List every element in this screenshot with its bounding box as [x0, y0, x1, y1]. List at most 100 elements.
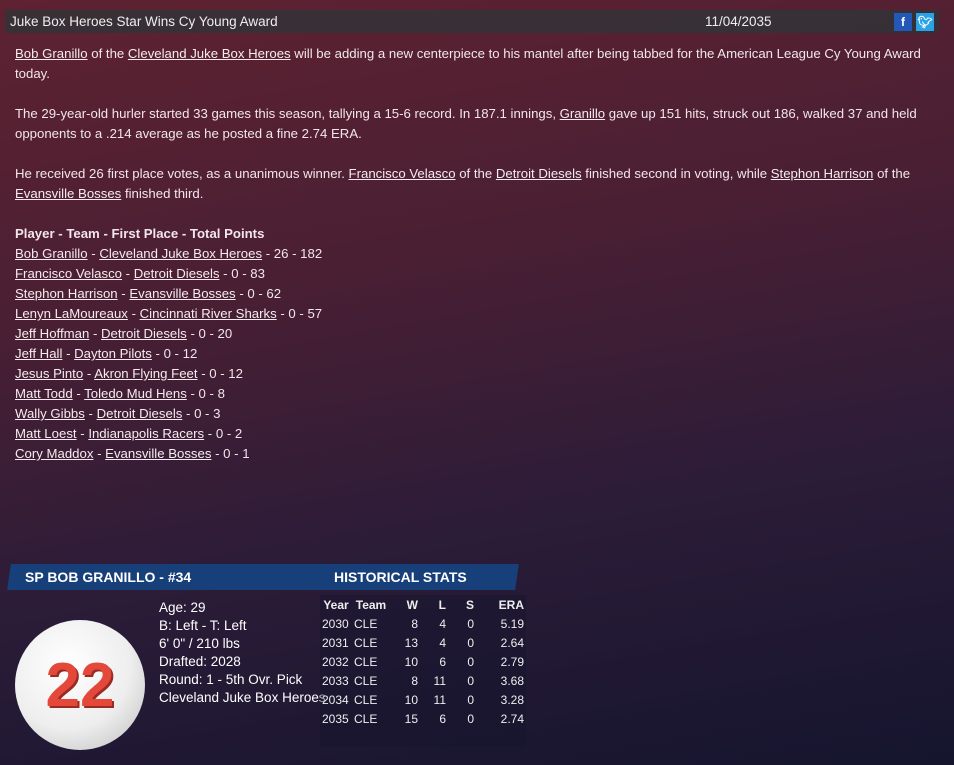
stat-cell: 0 — [467, 711, 474, 726]
player-link[interactable]: Cory Maddox — [15, 446, 94, 461]
stat-cell: 10 — [404, 692, 418, 707]
link[interactable]: Granillo — [559, 106, 606, 121]
result-row: Francisco Velasco - Detroit Diesels - 0 … — [15, 264, 935, 284]
article-date: 11/04/2035 — [705, 14, 772, 29]
stat-cell: 0 — [467, 654, 474, 669]
player-link[interactable]: Matt Todd — [15, 386, 73, 401]
facebook-icon[interactable]: f — [894, 12, 912, 31]
stat-cell: CLE — [354, 692, 378, 707]
stat-cell: 8 — [411, 673, 418, 688]
player-link[interactable]: Francisco Velasco — [15, 266, 123, 281]
stats-row: 2032 CLE 10 6 0 2.79 — [320, 652, 526, 671]
result-row: Cory Maddox - Evansville Bosses - 0 - 1 — [15, 444, 935, 464]
link[interactable]: Francisco Velasco — [348, 166, 456, 181]
article-title: Juke Box Heroes Star Wins Cy Young Award — [10, 14, 278, 29]
stat-cell: 0 — [467, 616, 474, 631]
player-link[interactable]: Jeff Hall — [15, 346, 63, 361]
player-link[interactable]: Jesus Pinto — [15, 366, 84, 381]
player-link[interactable]: Lenyn LaMoureaux — [15, 306, 128, 321]
stat-cell: 2033 — [322, 673, 349, 688]
result-row: Stephon Harrison - Evansville Bosses - 0… — [15, 284, 935, 304]
stat-cell: 4 — [439, 635, 446, 650]
stats-row: 2031 CLE 13 4 0 2.64 — [320, 633, 526, 652]
team-link[interactable]: Dayton Pilots — [74, 346, 152, 361]
separator: - — [84, 406, 97, 421]
column-header: Team — [355, 597, 387, 612]
stat-cell: CLE — [354, 635, 378, 650]
result-row: Wally Gibbs - Detroit Diesels - 0 - 3 — [15, 404, 935, 424]
info-line: 6' 0" / 210 lbs — [159, 636, 240, 651]
team-link[interactable]: Evansville Bosses — [105, 446, 212, 461]
result-row: Jesus Pinto - Akron Flying Feet - 0 - 12 — [15, 364, 935, 384]
team-link[interactable]: Detroit Diesels — [101, 326, 187, 341]
text: finished third. — [121, 186, 204, 201]
separator: - — [122, 266, 134, 281]
stat-cell: 2032 — [322, 654, 349, 669]
team-link[interactable]: Cleveland Juke Box Heroes — [99, 246, 263, 261]
stat-cell: 0 — [467, 635, 474, 650]
separator: - — [72, 386, 85, 401]
stat-cell: 3.28 — [500, 692, 524, 707]
team-link[interactable]: Toledo Mud Hens — [84, 386, 187, 401]
results-list: Bob Granillo - Cleveland Juke Box Heroes… — [15, 244, 935, 464]
text: gave up 151 hits, struck out 186, walked… — [15, 106, 917, 141]
separator: - — [117, 286, 130, 301]
text: of the — [873, 166, 911, 181]
paragraph: Bob Granillo of the Cleveland Juke Box H… — [15, 44, 935, 84]
separator: - — [87, 246, 100, 261]
team-link[interactable]: Detroit Diesels — [96, 406, 183, 421]
link[interactable]: Stephon Harrison — [770, 166, 874, 181]
player-link[interactable]: Wally Gibbs — [15, 406, 85, 421]
result-row: Bob Granillo - Cleveland Juke Box Heroes… — [15, 244, 935, 264]
stat-cell: 2.79 — [500, 654, 524, 669]
paragraph: The 29-year-old hurler started 33 games … — [15, 104, 935, 144]
article-header: Juke Box Heroes Star Wins Cy Young Award… — [5, 10, 939, 33]
twitter-icon[interactable]: 🐦︎ — [916, 12, 934, 31]
team-link[interactable]: Cincinnati River Sharks — [139, 306, 277, 321]
text: of the — [455, 166, 496, 181]
stats-row: 2035 CLE 15 6 0 2.74 — [320, 709, 526, 728]
separator: - — [127, 306, 140, 321]
column-header: L — [438, 597, 446, 612]
jersey-number: 22 — [45, 650, 115, 720]
team-link[interactable]: Evansville Bosses — [129, 286, 236, 301]
column-header: W — [406, 597, 418, 612]
stat-cell: 4 — [439, 616, 446, 631]
stats-row: 2030 CLE 8 4 0 5.19 — [320, 614, 526, 633]
stat-cell: 8 — [411, 616, 418, 631]
link[interactable]: Cleveland Juke Box Heroes — [127, 46, 291, 61]
stat-cell: 3.68 — [500, 673, 524, 688]
player-link[interactable]: Jeff Hoffman — [15, 326, 90, 341]
team-link[interactable]: Akron Flying Feet — [94, 366, 198, 381]
text: He received 26 first place votes, as a u… — [15, 166, 349, 181]
stat-cell: 6 — [439, 711, 446, 726]
stat-cell: 11 — [433, 673, 446, 688]
result-row: Jeff Hoffman - Detroit Diesels - 0 - 20 — [15, 324, 935, 344]
votes: - 0 - 3 — [182, 406, 221, 421]
player-link[interactable]: Bob Granillo — [15, 246, 88, 261]
player-link[interactable]: Stephon Harrison — [15, 286, 118, 301]
votes: - 0 - 57 — [276, 306, 323, 321]
votes: - 26 - 182 — [262, 246, 323, 261]
link[interactable]: Evansville Bosses — [15, 186, 122, 201]
player-link[interactable]: Matt Loest — [15, 426, 77, 441]
result-row: Matt Loest - Indianapolis Racers - 0 - 2 — [15, 424, 935, 444]
info-line: Round: 1 - 5th Ovr. Pick — [159, 672, 303, 687]
votes: - 0 - 12 — [151, 346, 198, 361]
link[interactable]: Bob Granillo — [15, 46, 88, 61]
info-line: Cleveland Juke Box Heroes — [159, 690, 326, 705]
stat-cell: CLE — [354, 711, 378, 726]
stat-cell: 15 — [404, 711, 418, 726]
info-line: B: Left - T: Left — [159, 618, 247, 633]
info-line: Age: 29 — [159, 600, 206, 615]
votes: - 0 - 12 — [197, 366, 243, 381]
paragraph: He received 26 first place votes, as a u… — [15, 164, 935, 204]
stat-cell: 2030 — [322, 616, 349, 631]
team-link[interactable]: Detroit Diesels — [133, 266, 220, 281]
team-link[interactable]: Indianapolis Racers — [88, 426, 205, 441]
historical-stats-title: HISTORICAL STATS — [334, 569, 467, 585]
stat-cell: 5.19 — [500, 616, 524, 631]
player-card-title: SP BOB GRANILLO - #34 — [25, 569, 192, 585]
link[interactable]: Detroit Diesels — [495, 166, 582, 181]
stat-cell: CLE — [354, 616, 378, 631]
